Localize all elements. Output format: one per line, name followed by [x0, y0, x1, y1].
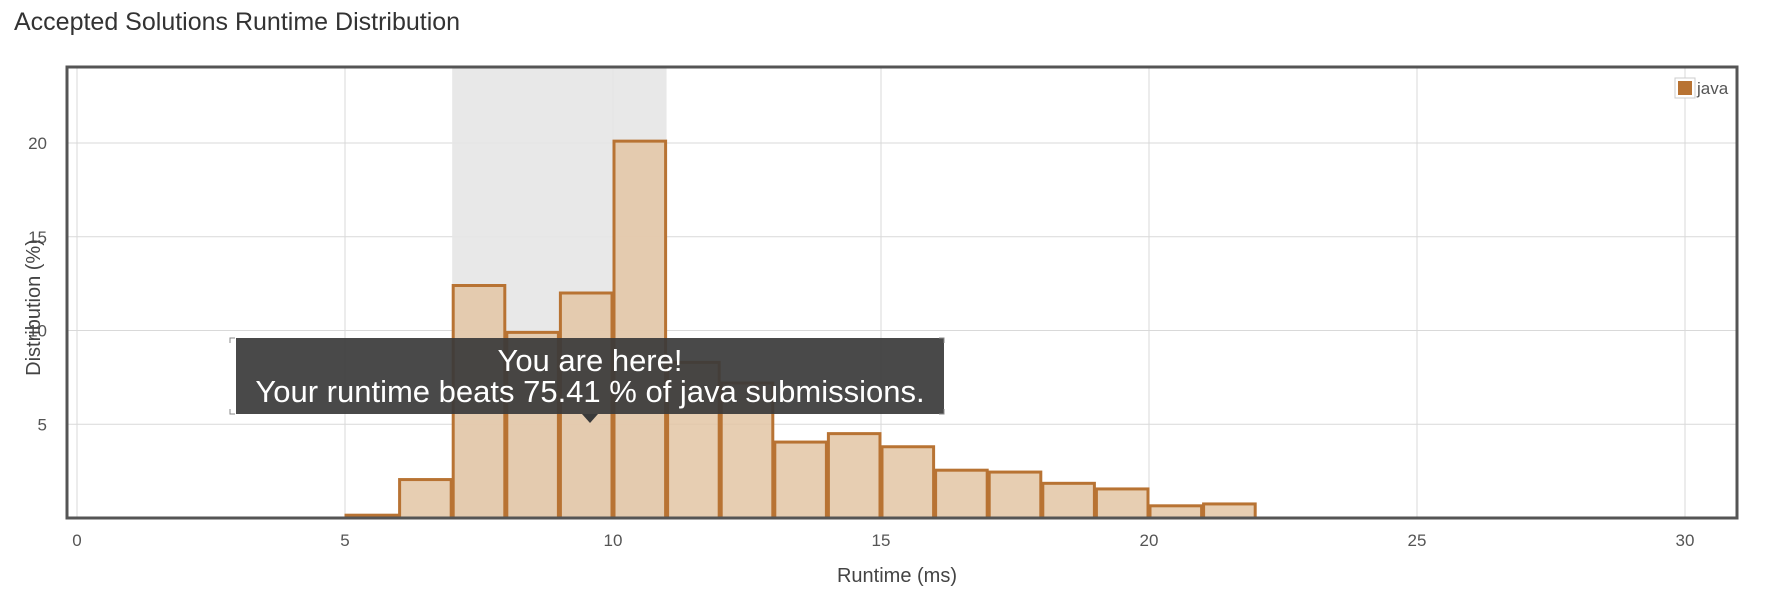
y-tick-label-10: 10 — [28, 322, 47, 341]
x-axis-title: Runtime (ms) — [837, 565, 957, 587]
bar-20-21 — [1148, 504, 1204, 520]
y-tick-labels: 5 10 15 20 — [28, 134, 47, 434]
bar-13-14 — [773, 440, 828, 520]
page-title: Accepted Solutions Runtime Distribution — [14, 8, 461, 36]
bar-18-19 — [1041, 481, 1096, 520]
x-tick-label-0: 0 — [72, 531, 81, 550]
legend-label-java: java — [1696, 79, 1729, 98]
bar-10-11 — [612, 139, 668, 520]
bar-6-7 — [398, 478, 453, 520]
bar-15-16 — [880, 445, 936, 520]
y-tick-label-15: 15 — [28, 228, 47, 247]
y-tick-label-5: 5 — [38, 415, 47, 434]
runtime-tooltip: You are here! Your runtime beats 75.41 %… — [229, 337, 945, 423]
tooltip-line-1: You are here! — [497, 343, 682, 378]
tooltip-corner-0 — [229, 337, 235, 343]
bar-19-20 — [1094, 487, 1150, 520]
legend-swatch-java — [1678, 81, 1692, 95]
bar-21-22 — [1202, 502, 1257, 520]
tooltip-line-2: Your runtime beats 75.41 % of java submi… — [255, 374, 924, 409]
bar-14-15 — [826, 432, 882, 520]
y-tick-label-20: 20 — [28, 134, 47, 153]
legend[interactable]: java — [1674, 77, 1729, 99]
tooltip-background — [236, 338, 944, 414]
bar-16-17 — [934, 468, 989, 520]
x-tick-labels: 0 5 10 15 20 25 30 — [72, 531, 1694, 550]
x-tick-label-5: 5 — [340, 531, 349, 550]
tooltip-pointer — [582, 414, 598, 423]
tooltip-corner-3 — [939, 409, 945, 415]
x-tick-label-20: 20 — [1140, 531, 1159, 550]
x-tick-label-10: 10 — [604, 531, 623, 550]
x-tick-label-30: 30 — [1676, 531, 1695, 550]
y-axis-title: Distribution (%) — [23, 239, 45, 376]
x-tick-label-25: 25 — [1408, 531, 1427, 550]
plot-frame — [65, 65, 1739, 520]
tooltip-corner-2 — [939, 337, 945, 343]
x-tick-label-15: 15 — [872, 531, 891, 550]
tooltip-corner-1 — [229, 409, 235, 415]
bar-17-18 — [987, 470, 1043, 520]
